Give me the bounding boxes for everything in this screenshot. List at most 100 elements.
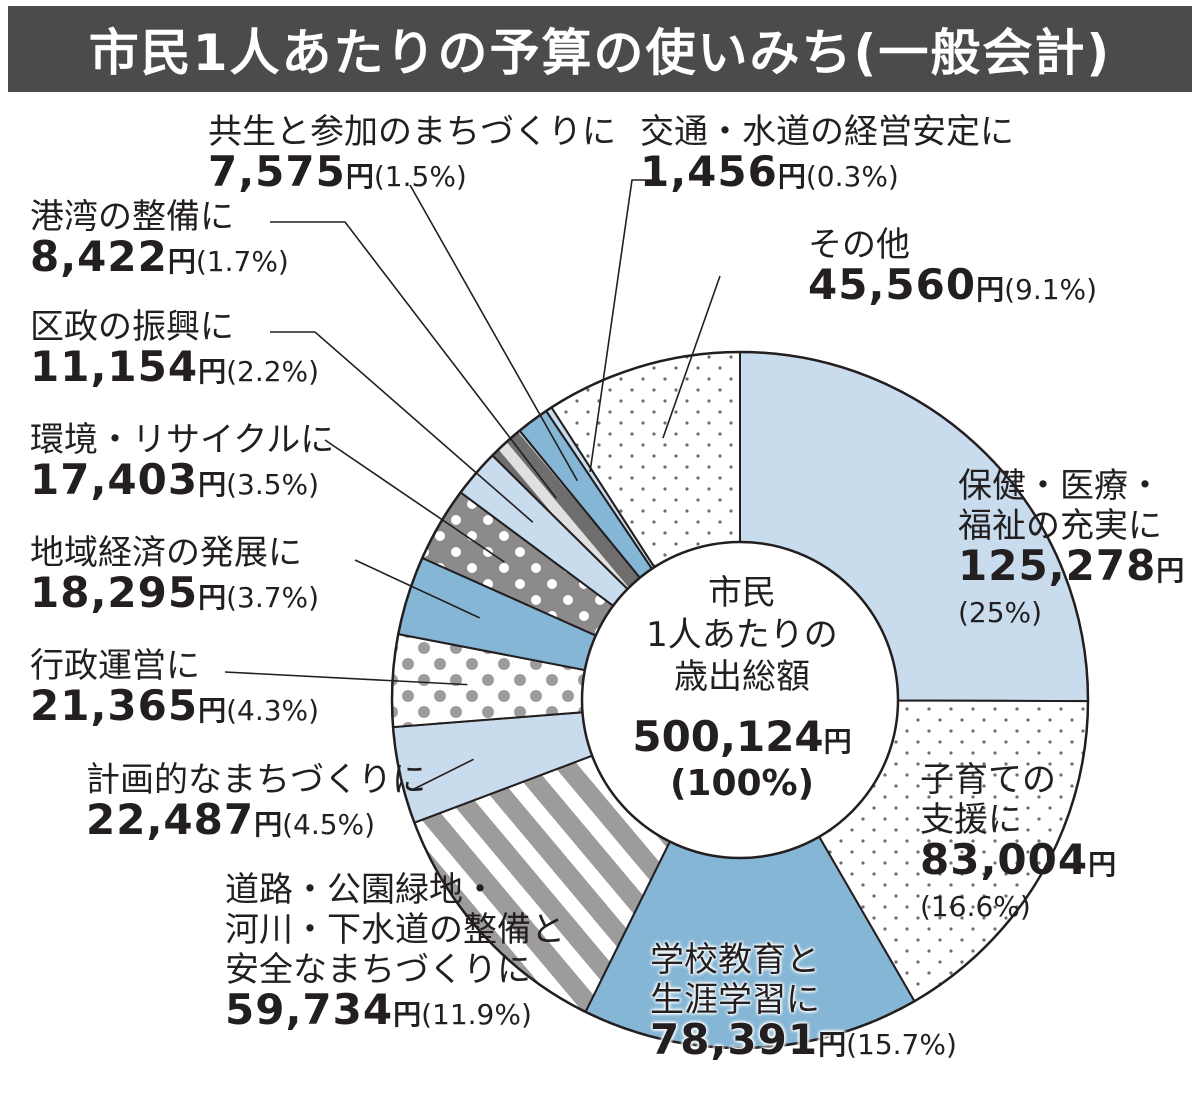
label-pct-row: (16.6%) bbox=[920, 885, 1116, 927]
label-category-line: 支援に bbox=[920, 800, 1022, 840]
label-value-row: 83,004円 bbox=[920, 839, 1117, 885]
label-unit: 円 bbox=[1156, 554, 1185, 587]
label-category-line: 環境・リサイクルに bbox=[30, 420, 335, 460]
leader-line-5 bbox=[411, 758, 474, 791]
label-value-row: 11,154円(2.2%) bbox=[30, 346, 320, 392]
label-percentage: (4.3%) bbox=[226, 694, 320, 727]
label-unit: 円 bbox=[976, 273, 1005, 306]
label-category-line: 共生と参加のまちづくりに bbox=[208, 112, 616, 152]
label-unit: 円 bbox=[818, 1028, 847, 1061]
label-pct-row: (25%) bbox=[958, 591, 1184, 633]
center-total-pct: (100%) bbox=[669, 763, 815, 804]
label-value-row: 8,422円(1.7%) bbox=[30, 236, 289, 282]
label-value-row: 125,278円 bbox=[958, 545, 1185, 591]
label-value: 83,004 bbox=[920, 835, 1089, 884]
label-category-line: 河川・下水道の整備と bbox=[225, 910, 565, 950]
label-unit: 円 bbox=[393, 998, 422, 1031]
label-10: 港湾の整備に 8,422円(1.7%) bbox=[30, 197, 289, 282]
label-value: 7,575 bbox=[208, 147, 346, 196]
label-value: 125,278 bbox=[958, 541, 1157, 590]
label-13: その他 45,560円(9.1%) bbox=[808, 225, 1097, 310]
label-category-line: 生涯学習に bbox=[650, 980, 820, 1020]
label-unit: 円 bbox=[777, 160, 806, 193]
label-value-row: 1,456円(0.3%) bbox=[640, 151, 1014, 197]
label-unit: 円 bbox=[198, 581, 227, 614]
leader-line-13 bbox=[662, 275, 721, 439]
label-2: 子育ての 支援に 83,004円 (16.6%) bbox=[920, 760, 1116, 927]
label-value: 11,154 bbox=[30, 342, 199, 391]
label-category-line: その他 bbox=[808, 225, 910, 265]
label-unit: 円 bbox=[167, 245, 196, 278]
label-value-row: 21,365円(4.3%) bbox=[30, 685, 320, 731]
leader-line-12 bbox=[589, 179, 660, 472]
label-category-line: 区政の振興に bbox=[30, 307, 234, 347]
label-3: 学校教育と 生涯学習に 78,391円(15.7%) bbox=[650, 940, 957, 1065]
label-category-line: 子育ての bbox=[920, 760, 1056, 800]
label-category-line: 計画的なまちづくりに bbox=[86, 760, 426, 800]
label-value: 45,560 bbox=[808, 260, 977, 309]
label-5: 計画的なまちづくりに 22,487円(4.5%) bbox=[86, 760, 426, 845]
leader-line-10 bbox=[270, 221, 557, 499]
donut-hole bbox=[580, 540, 900, 860]
label-value: 18,295 bbox=[30, 568, 199, 617]
label-8: 環境・リサイクルに 17,403円(3.5%) bbox=[30, 420, 334, 505]
label-unit: 円 bbox=[345, 160, 374, 193]
center-total: 市民 1人あたりの 歳出総額 500,124円 (100%) bbox=[582, 572, 902, 805]
chart-title: 市民1人あたりの予算の使いみち(一般会計) bbox=[8, 6, 1192, 92]
label-value: 78,391 bbox=[650, 1015, 819, 1064]
label-category-line: 保健・医療・ bbox=[958, 466, 1162, 506]
label-percentage: (3.5%) bbox=[226, 468, 320, 501]
label-percentage: (11.9%) bbox=[421, 998, 532, 1031]
label-category-line: 行政運営に bbox=[30, 646, 200, 686]
label-value-row: 17,403円(3.5%) bbox=[30, 459, 334, 505]
center-total-row: 500,124円 bbox=[582, 716, 902, 763]
leader-line-8 bbox=[324, 439, 505, 563]
label-value: 1,456 bbox=[640, 147, 778, 196]
label-percentage: (25%) bbox=[958, 596, 1043, 629]
label-percentage: (3.7%) bbox=[226, 581, 320, 614]
label-percentage: (2.2%) bbox=[226, 355, 320, 388]
label-value: 22,487 bbox=[86, 795, 255, 844]
label-7: 地域経済の発展に 18,295円(3.7%) bbox=[30, 533, 319, 618]
leader-line-11 bbox=[409, 184, 579, 482]
leader-line-7 bbox=[354, 559, 480, 619]
label-percentage: (16.6%) bbox=[920, 890, 1031, 923]
label-value: 59,734 bbox=[225, 985, 394, 1034]
label-category-line: 安全なまちづくりに bbox=[225, 950, 531, 990]
label-category-line: 港湾の整備に bbox=[30, 197, 234, 237]
center-line-3: 歳出総額 bbox=[674, 657, 810, 697]
leader-line-6 bbox=[224, 671, 468, 686]
label-unit: 円 bbox=[254, 808, 283, 841]
label-value: 8,422 bbox=[30, 232, 168, 281]
label-unit: 円 bbox=[198, 694, 227, 727]
label-category-line: 道路・公園緑地・ bbox=[225, 870, 497, 910]
label-value: 21,365 bbox=[30, 681, 199, 730]
label-percentage: (4.5%) bbox=[282, 808, 376, 841]
donut-slices bbox=[390, 350, 1090, 1050]
donut-rim bbox=[390, 350, 1090, 1050]
label-category-line: 福祉の充実に bbox=[958, 506, 1162, 546]
label-11: 共生と参加のまちづくりに 7,575円(1.5%) bbox=[208, 112, 616, 197]
label-4: 道路・公園緑地・ 河川・下水道の整備と 安全なまちづくりに 59,734円(11.9%… bbox=[225, 870, 565, 1035]
label-value-row: 45,560円(9.1%) bbox=[808, 264, 1098, 310]
leader-line-9 bbox=[270, 331, 534, 523]
label-value: 17,403 bbox=[30, 455, 199, 504]
center-total-unit: 円 bbox=[823, 725, 852, 758]
label-9: 区政の振興に 11,154円(2.2%) bbox=[30, 307, 319, 392]
label-1: 保健・医療・ 福祉の充実に 125,278円 (25%) bbox=[958, 466, 1184, 633]
center-total-value: 500,124 bbox=[632, 712, 824, 761]
label-percentage: (1.5%) bbox=[373, 160, 467, 193]
label-unit: 円 bbox=[198, 355, 227, 388]
center-line-1: 市民 bbox=[708, 573, 776, 613]
label-category-line: 地域経済の発展に bbox=[30, 533, 302, 573]
label-category-line: 学校教育と bbox=[650, 940, 820, 980]
label-12: 交通・水道の経営安定に 1,456円(0.3%) bbox=[640, 112, 1014, 197]
label-6: 行政運営に 21,365円(4.3%) bbox=[30, 646, 319, 731]
label-value-row: 78,391円(15.7%) bbox=[650, 1019, 957, 1065]
label-value-row: 7,575円(1.5%) bbox=[208, 151, 616, 197]
center-line-2: 1人あたりの bbox=[646, 615, 838, 655]
label-percentage: (9.1%) bbox=[1004, 273, 1098, 306]
label-unit: 円 bbox=[1088, 848, 1117, 881]
label-percentage: (15.7%) bbox=[846, 1028, 957, 1061]
